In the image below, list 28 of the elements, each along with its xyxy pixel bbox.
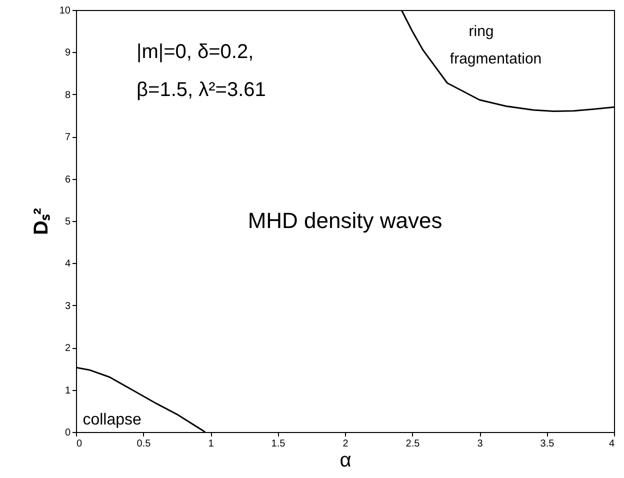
- x-tick-label: 1: [208, 438, 214, 450]
- annotation: β=1.5, λ²=3.61: [136, 79, 266, 102]
- x-tick-label: 4: [608, 438, 615, 450]
- x-tick-label: 2: [342, 438, 349, 450]
- y-tick-label: 2: [64, 343, 71, 354]
- y-tick-label: 1: [64, 385, 71, 396]
- x-tick-label: 0.5: [136, 438, 152, 450]
- annotation: fragmentation: [450, 50, 542, 68]
- y-tick-label: 6: [64, 174, 71, 186]
- x-tick-label: 1.5: [271, 438, 286, 450]
- y-tick-label: 7: [64, 132, 71, 144]
- y-tick-label: 9: [64, 48, 71, 59]
- annotation: MHD density waves: [248, 208, 442, 233]
- y-tick-label: 3: [64, 300, 71, 312]
- x-tick-label: 3.5: [540, 438, 555, 450]
- y-tick-label: 4: [64, 258, 71, 270]
- y-tick-label: 8: [64, 90, 71, 101]
- y-tick-label: 5: [64, 216, 71, 228]
- x-tick-label: 0: [76, 438, 82, 450]
- annotation: ring: [468, 23, 494, 40]
- annotation: |m|=0, δ=0.2,: [136, 41, 254, 64]
- y-tick-label: 0: [64, 428, 71, 438]
- y-tick-label: 10: [59, 6, 71, 16]
- annotation: collapse: [82, 411, 142, 428]
- x-tick-label: 3: [477, 438, 484, 450]
- x-tick-label: 2.5: [406, 438, 420, 450]
- y-axis-title: Dₛ²: [30, 208, 52, 236]
- x-axis-title: α: [340, 450, 352, 472]
